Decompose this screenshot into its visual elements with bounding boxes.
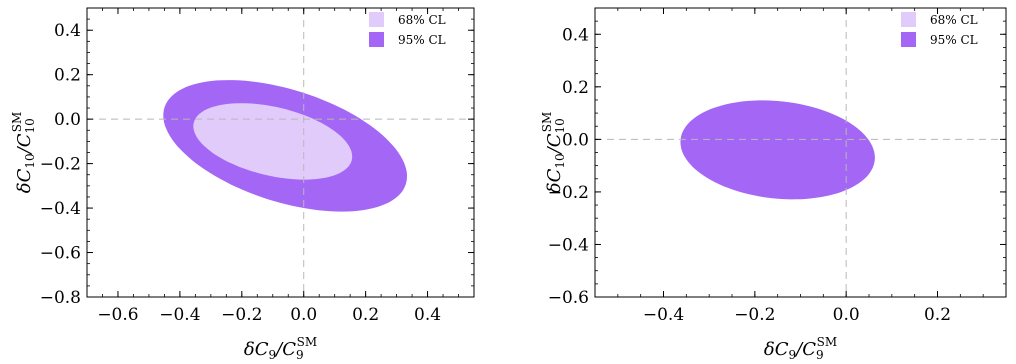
x-tick-label: 0.2	[352, 305, 379, 325]
y-tick-label: 0.4	[54, 21, 81, 41]
legend-swatch-68cl	[901, 12, 916, 27]
y-tick-label: −0.4	[548, 235, 589, 255]
legend-label-95cl: 95% CL	[398, 33, 446, 47]
y-tick-label: 0.0	[562, 130, 589, 150]
legend-swatch-68cl	[369, 12, 384, 27]
region-95cl	[680, 100, 875, 200]
legend: 68% CL 95% CL	[369, 12, 446, 47]
legend-swatch-95cl	[369, 32, 384, 47]
legend: 68% CL 95% CL	[901, 12, 978, 47]
ticks: −0.6 −0.4 −0.2 0.0 0.2 0.4 −0.8 −0.6 −0.4 −0.2 0.0…	[40, 7, 475, 325]
x-tick-label: −0.4	[159, 305, 200, 325]
y-tick-label: 0.4	[562, 25, 589, 45]
y-axis-label: δC10/C10SM	[540, 112, 567, 194]
region-68cl	[193, 103, 353, 180]
y-tick-label: 0.2	[562, 78, 589, 98]
legend-label-68cl: 68% CL	[930, 13, 978, 27]
y-tick-label: −0.6	[40, 244, 81, 264]
legend-label-95cl: 95% CL	[930, 33, 978, 47]
panel-1: −0.6 −0.4 −0.2 0.0 0.2 0.4 −0.8 −0.6 −0.4 −0.2 0.0…	[10, 7, 475, 362]
panel-2: −0.4 −0.2 0.0 0.2 −0.6 −0.4 −0.2 0.0 0.2 0.4 δC9/C…	[540, 7, 1007, 362]
x-tick-label: −0.6	[97, 305, 138, 325]
x-axis-label: δC9/C9SM	[764, 335, 837, 362]
x-tick-label: 0.2	[924, 305, 951, 325]
y-tick-label: −0.6	[548, 288, 589, 308]
x-axis-label: δC9/C9SM	[244, 335, 317, 362]
x-tick-label: −0.2	[221, 305, 262, 325]
ticks: −0.4 −0.2 0.0 0.2 −0.6 −0.4 −0.2 0.0 0.2 0.4	[548, 7, 1007, 325]
y-axis-label: δC10/C10SM	[10, 112, 37, 194]
x-tick-label: −0.2	[734, 305, 775, 325]
legend-label-68cl: 68% CL	[398, 13, 446, 27]
x-tick-label: 0.4	[414, 305, 441, 325]
x-tick-label: −0.4	[643, 305, 684, 325]
confidence-regions	[163, 80, 407, 212]
y-tick-label: 0.2	[54, 66, 81, 86]
y-tick-label: −0.8	[40, 288, 81, 308]
legend-swatch-95cl	[901, 32, 916, 47]
x-tick-label: 0.0	[290, 305, 317, 325]
y-tick-label: −0.2	[548, 183, 589, 203]
confidence-regions	[680, 100, 875, 200]
x-tick-label: 0.0	[833, 305, 860, 325]
y-tick-label: 0.0	[54, 110, 81, 130]
y-tick-label: −0.4	[40, 199, 81, 219]
y-tick-label: −0.2	[40, 155, 81, 175]
